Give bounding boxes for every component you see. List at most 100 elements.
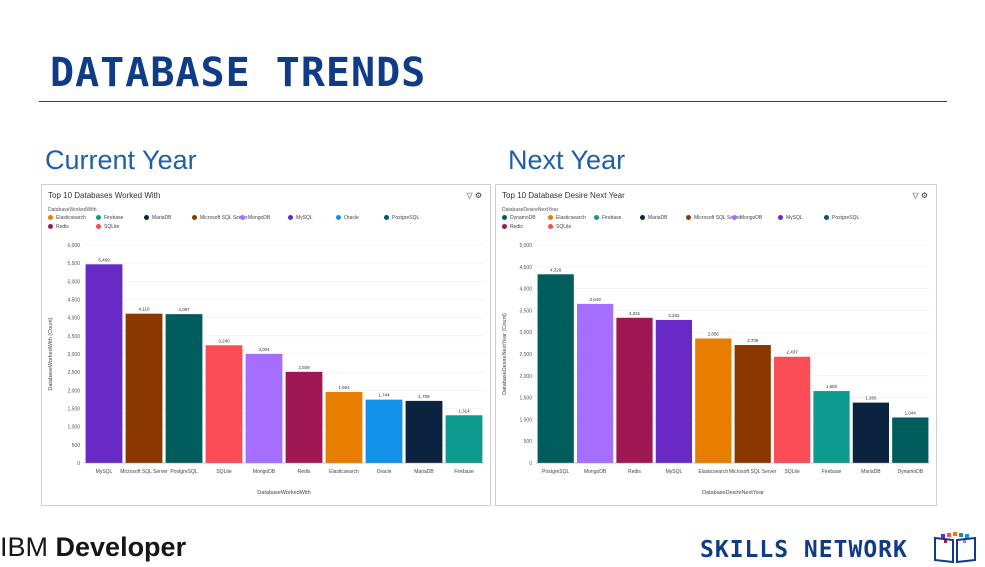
legend-swatch [96,215,101,221]
legend-item[interactable]: Elasticsearch [548,215,586,221]
legend-item[interactable]: MariaDB [144,215,171,221]
gear-icon[interactable]: ⚙ [920,191,928,200]
data-label: 4,328 [550,267,562,272]
legend-item[interactable]: PostgreSQL [384,215,419,221]
legend-item[interactable]: MongoDB [240,215,270,221]
legend-item[interactable]: MySQL [288,215,313,221]
legend-swatch [336,215,341,221]
bar[interactable] [695,338,732,463]
legend-swatch [548,215,553,221]
y-tick-label: 4,500 [519,265,532,271]
bar[interactable] [892,417,929,463]
gear-icon[interactable]: ⚙ [474,191,482,200]
x-tick-label: SQLite [784,469,800,475]
legend-item[interactable]: DynamoDB [502,215,536,221]
data-label: 5,469 [98,257,110,262]
legend-label: MariaDB [152,215,172,221]
legend-item[interactable]: Oracle [336,215,359,221]
x-tick-label: Elasticsearch [698,469,728,475]
bar[interactable] [205,345,243,463]
bar[interactable] [734,345,771,463]
filter-icon[interactable]: ▽ [466,191,473,200]
bar-chart: 0 500 1,000 1,500 2,000 2,500 3,000 3,500 4,000 4… [48,243,484,496]
bar[interactable] [445,415,483,463]
y-tick-label: 3,500 [519,308,532,314]
x-axis-title: DatabaseWorkedWith [257,490,310,496]
bar[interactable] [125,313,163,463]
legend-item[interactable]: MySQL [778,215,803,221]
legend-item[interactable]: MongoDB [732,215,762,221]
y-tick-label: 1,000 [67,425,80,431]
legend-label: Firebase [104,215,124,221]
legend-item[interactable]: SQLite [96,224,119,230]
data-label: 2,509 [298,365,310,370]
bar[interactable] [655,319,693,463]
legend-title: DatabaseDesireNextYear [502,207,559,213]
y-tick-label: 4,000 [67,316,80,322]
bar[interactable] [285,371,323,463]
legend-swatch [548,224,553,230]
legend-item[interactable]: Firebase [96,215,123,221]
data-label: 3,004 [258,347,270,352]
legend-swatch [686,215,691,221]
bar[interactable] [365,399,403,463]
data-label: 2,437 [786,350,798,355]
legend-label: SQLite [556,224,572,230]
y-tick-label: 0 [529,461,532,467]
bar[interactable] [537,274,574,463]
bar[interactable] [813,391,850,463]
x-tick-label: MySQL [666,469,683,475]
legend-item[interactable]: PostgreSQL [824,215,859,221]
bar[interactable] [773,356,811,463]
legend-swatch [502,224,507,230]
legend-swatch [48,224,53,230]
y-tick-label: 3,000 [519,330,532,336]
y-tick-label: 5,000 [67,279,80,285]
chart-title: Top 10 Database Desire Next Year [502,191,625,200]
legend-item[interactable]: Elasticsearch [48,215,86,221]
x-tick-label: MongoDB [584,469,607,475]
legend-label: Redis [510,224,523,230]
data-label: 2,706 [747,338,759,343]
skills-network-icon [934,532,976,564]
bar[interactable] [405,400,443,463]
bar[interactable] [616,317,653,463]
bar[interactable] [325,392,363,463]
legend-item[interactable]: MariaDB [640,215,667,221]
data-label: 1,044 [905,410,917,415]
x-tick-label: DynamoDB [898,469,924,475]
bar[interactable] [165,314,203,463]
x-tick-label: Microsoft SQL Server [729,469,777,475]
y-axis-title: DatabaseWorkedWith (Count) [48,317,54,390]
legend-item[interactable]: Microsoft SQL Server [686,215,742,221]
legend-swatch [384,215,389,221]
x-tick-label: Firebase [454,469,474,475]
bar[interactable] [85,264,123,463]
legend-swatch [144,215,149,221]
y-tick-label: 2,000 [67,388,80,394]
bar[interactable] [245,353,283,463]
x-tick-label: Redis [298,469,311,475]
y-axis-title: DatabaseDesireNextYear (Count) [502,313,508,395]
data-label: 1,744 [378,393,390,398]
legend-label: PostgreSQL [392,215,420,221]
filter-icon[interactable]: ▽ [912,191,919,200]
bar[interactable] [576,303,614,463]
legend-item[interactable]: Firebase [594,215,621,221]
legend-swatch [640,215,645,221]
legend-label: MongoDB [740,215,763,221]
ibm-developer-logo: IBM Developer [0,532,187,562]
legend-label: PostgreSQL [832,215,860,221]
legend-label: Microsoft SQL Server [694,215,742,221]
legend-swatch [778,215,783,221]
legend-item[interactable]: Redis [502,224,523,230]
legend-item[interactable]: Microsoft SQL Server [192,215,248,221]
legend-item[interactable]: SQLite [548,224,571,230]
legend-item[interactable]: Redis [48,224,69,230]
bar[interactable] [852,402,890,463]
data-label: 4,097 [178,307,190,312]
legend-label: Microsoft SQL Server [200,215,248,221]
data-label: 1,650 [826,384,838,389]
data-label: 1,954 [338,385,350,390]
x-tick-label: MariaDB [861,469,881,475]
